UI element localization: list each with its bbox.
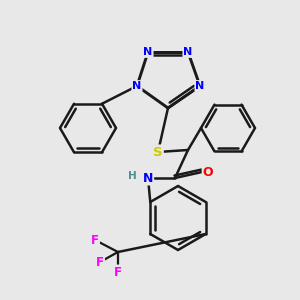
Text: N: N (183, 47, 193, 57)
Text: N: N (132, 81, 142, 91)
Text: N: N (143, 172, 153, 184)
Text: F: F (91, 233, 99, 247)
Text: H: H (128, 171, 136, 181)
Text: S: S (153, 146, 163, 158)
Text: F: F (114, 266, 122, 278)
Text: O: O (203, 166, 213, 178)
Text: N: N (143, 47, 153, 57)
Text: F: F (96, 256, 104, 268)
Text: N: N (195, 81, 205, 91)
